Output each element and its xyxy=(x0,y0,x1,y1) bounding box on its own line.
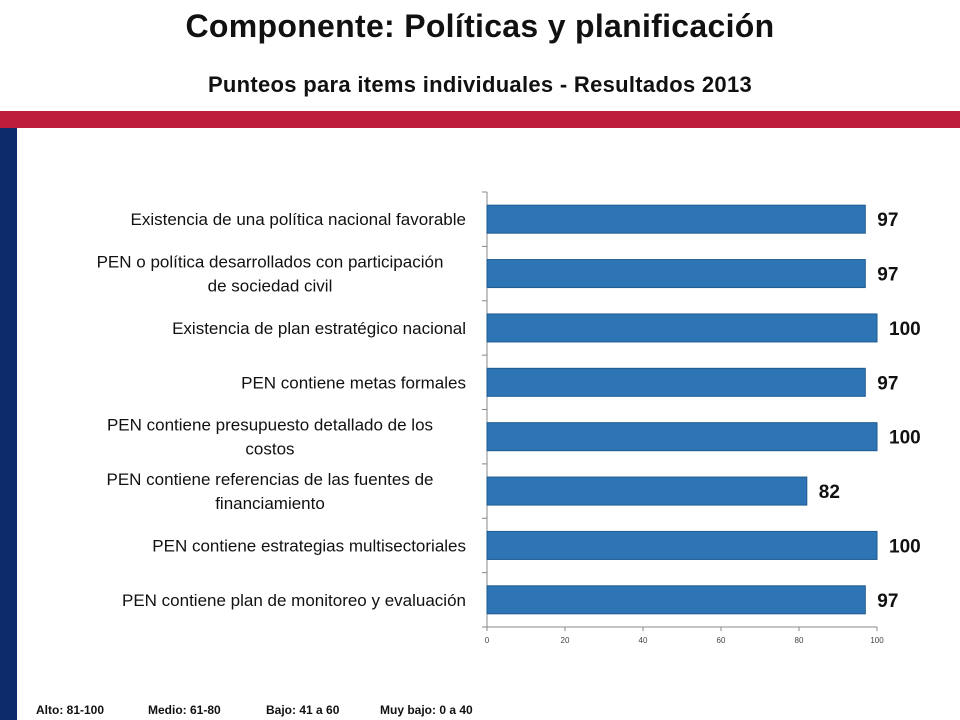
red-band xyxy=(0,111,960,128)
category-label-line: PEN contiene presupuesto detallado de lo… xyxy=(107,416,433,435)
category-label-line: PEN o política desarrollados con partici… xyxy=(97,253,444,272)
x-tick-label: 100 xyxy=(870,636,884,645)
category-label: PEN contiene metas formales xyxy=(241,373,466,392)
x-tick-label: 20 xyxy=(561,636,570,645)
x-tick-label: 0 xyxy=(485,636,490,645)
category-label-line: financiamiento xyxy=(215,494,325,513)
data-label: 100 xyxy=(889,536,921,557)
data-label: 97 xyxy=(877,373,898,394)
legend-item-very-low: Muy bajo: 0 a 40 xyxy=(380,703,473,717)
category-label-line: de sociedad civil xyxy=(208,277,333,296)
category-label: PEN contiene estrategias multisectoriale… xyxy=(152,536,466,555)
legend-item-high: Alto: 81-100 xyxy=(36,703,105,717)
category-label-line: PEN contiene referencias de las fuentes … xyxy=(107,470,434,489)
bar xyxy=(486,313,878,343)
category-label: PEN contiene plan de monitoreo y evaluac… xyxy=(122,591,466,610)
category-label-line: Existencia de una política nacional favo… xyxy=(131,210,467,229)
data-label: 82 xyxy=(819,482,840,503)
data-label: 97 xyxy=(877,210,898,231)
bar xyxy=(486,476,808,506)
x-tick-label: 40 xyxy=(639,636,648,645)
bar xyxy=(486,422,878,452)
data-label: 100 xyxy=(889,428,921,449)
bar xyxy=(486,204,866,234)
bar xyxy=(486,530,878,560)
category-label-line: PEN contiene metas formales xyxy=(241,373,466,392)
bar xyxy=(486,585,866,615)
legend-item-low: Bajo: 41 a 60 xyxy=(266,703,340,717)
category-label: PEN o política desarrollados con partici… xyxy=(97,253,444,296)
bar xyxy=(486,367,866,397)
category-label-line: PEN contiene plan de monitoreo y evaluac… xyxy=(122,591,466,610)
bar xyxy=(486,259,866,289)
category-label: PEN contiene referencias de las fuentes … xyxy=(107,470,434,513)
category-label-line: Existencia de plan estratégico nacional xyxy=(172,319,466,338)
category-label: PEN contiene presupuesto detallado de lo… xyxy=(107,416,433,459)
page-title: Componente: Políticas y planificación xyxy=(185,8,775,44)
data-label: 100 xyxy=(889,319,921,340)
category-label: Existencia de una política nacional favo… xyxy=(131,210,467,229)
x-tick-label: 80 xyxy=(795,636,804,645)
data-label: 97 xyxy=(877,591,898,612)
legend-item-medium: Medio: 61-80 xyxy=(148,703,221,717)
x-tick-label: 60 xyxy=(717,636,726,645)
category-label: Existencia de plan estratégico nacional xyxy=(172,319,466,338)
page-subtitle: Punteos para items individuales - Result… xyxy=(207,72,753,97)
category-label-line: PEN contiene estrategias multisectoriale… xyxy=(152,536,466,555)
data-label: 97 xyxy=(877,265,898,286)
score-legend: Alto: 81-100 Medio: 61-80 Bajo: 41 a 60 Muy… xyxy=(36,703,473,717)
category-label-line: costos xyxy=(245,440,294,459)
navy-side-band xyxy=(0,128,17,720)
